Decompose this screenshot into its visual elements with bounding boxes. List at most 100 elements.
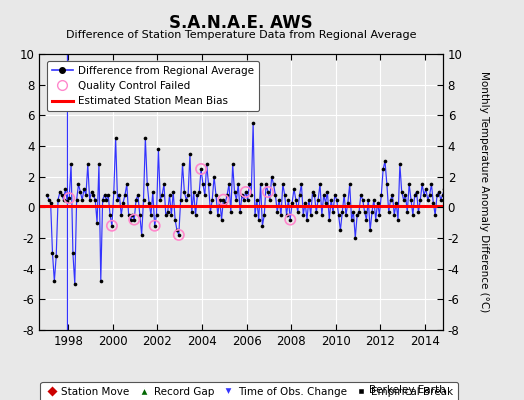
Point [243,196,252,203]
Point [163,209,172,215]
Point [108,222,116,229]
Point [100,192,108,198]
Point [377,192,386,198]
Point [279,181,287,188]
Point [65,195,73,201]
Point [174,232,183,238]
Point [412,189,421,195]
Point [333,196,341,203]
Point [347,216,356,223]
Point [202,161,211,168]
Point [269,181,278,188]
Point [96,278,105,284]
Point [362,216,370,223]
Point [405,181,413,188]
Point [119,200,127,206]
Point [361,209,369,215]
Point [145,200,154,206]
Point [113,196,122,203]
Point [126,216,135,223]
Point [282,212,291,218]
Point [264,189,272,195]
Point [137,232,146,238]
Point [256,181,265,188]
Point [320,192,328,198]
Point [219,196,227,203]
Point [271,192,280,198]
Point [84,161,92,168]
Point [210,174,219,180]
Point [286,216,294,223]
Point [374,200,382,206]
Point [214,212,222,218]
Point [154,146,162,152]
Point [386,196,395,203]
Point [310,192,319,198]
Point [54,196,62,203]
Point [396,161,404,168]
Point [177,196,185,203]
Point [247,192,255,198]
Point [160,181,168,188]
Point [249,120,257,126]
Point [255,216,263,223]
Point [340,192,348,198]
Point [72,196,81,203]
Point [364,196,373,203]
Point [423,196,432,203]
Point [292,196,300,203]
Point [150,222,159,229]
Point [258,222,267,229]
Point [436,196,445,203]
Point [69,250,77,256]
Point [52,253,60,260]
Point [219,196,227,203]
Point [338,209,346,215]
Point [308,189,316,195]
Point [185,150,194,157]
Point [401,192,410,198]
Point [190,189,198,195]
Point [375,212,384,218]
Point [418,181,427,188]
Point [253,196,261,203]
Point [152,212,161,218]
Point [355,209,363,215]
Point [74,181,83,188]
Point [80,186,88,192]
Point [184,192,192,198]
Point [225,181,233,188]
Point [431,212,439,218]
Point [297,181,305,188]
Point [420,192,428,198]
Point [167,212,176,218]
Point [65,195,73,201]
Point [242,189,250,195]
Point [43,192,51,198]
Point [50,278,59,284]
Point [149,189,157,195]
Point [110,189,118,195]
Point [390,212,398,218]
Point [286,216,294,223]
Point [156,196,165,203]
Point [125,212,133,218]
Point [303,216,311,223]
Point [242,189,250,195]
Point [128,212,137,218]
Point [63,198,72,204]
Point [239,196,248,203]
Point [89,192,97,198]
Point [275,196,283,203]
Point [121,192,129,198]
Point [197,166,205,172]
Point [349,209,357,215]
Point [161,212,170,218]
Point [108,222,116,229]
Point [327,196,335,203]
Point [245,181,254,188]
Point [284,196,292,203]
Point [251,212,259,218]
Point [316,181,324,188]
Point [191,212,200,218]
